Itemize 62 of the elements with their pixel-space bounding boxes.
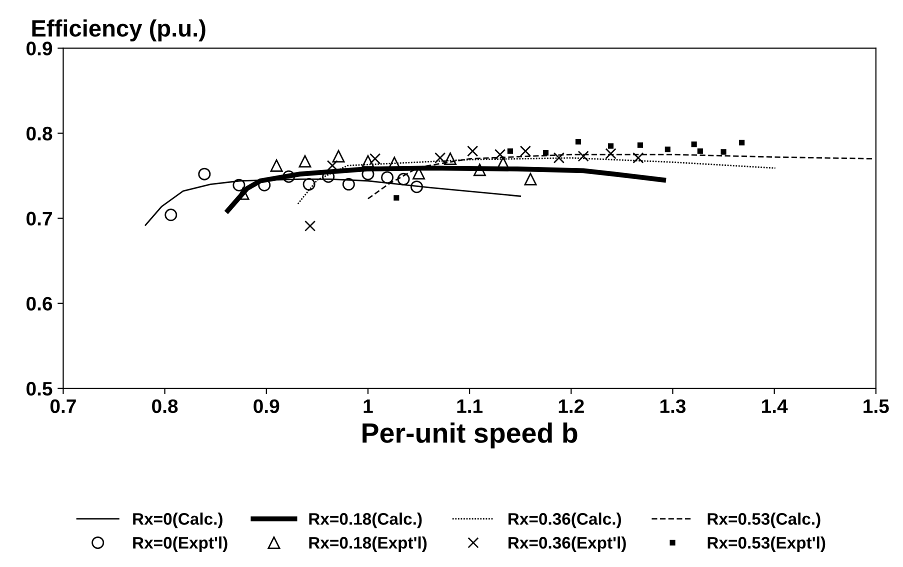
point bbox=[164, 208, 178, 222]
point bbox=[370, 153, 381, 164]
x-tick-label: 1 bbox=[364, 400, 373, 413]
point bbox=[467, 146, 478, 157]
y-tick-label: 0.7 bbox=[26, 212, 52, 226]
x-tick-label: 1.2 bbox=[558, 399, 584, 413]
point bbox=[444, 152, 457, 166]
point bbox=[362, 155, 374, 168]
point bbox=[198, 168, 211, 180]
x-axis-title: Per-unit speed b bbox=[362, 422, 578, 448]
x-tick-label: 0.7 bbox=[50, 399, 76, 414]
point bbox=[381, 171, 394, 184]
point bbox=[332, 150, 345, 162]
x-tick-label: 0.9 bbox=[254, 399, 280, 414]
x-tick-label: 1.4 bbox=[762, 400, 788, 413]
legend-label: Rx=0.53(Calc.) bbox=[708, 512, 820, 528]
point bbox=[507, 148, 513, 154]
point bbox=[282, 170, 295, 183]
point bbox=[578, 150, 589, 162]
legend-label: Rx=0(Expt'l) bbox=[133, 536, 228, 552]
point bbox=[434, 152, 446, 164]
x-tick-label: 0.8 bbox=[152, 399, 178, 414]
point bbox=[664, 146, 670, 152]
point bbox=[410, 180, 423, 194]
legend-label: Rx=0.18(Expt'l) bbox=[309, 536, 427, 552]
point bbox=[637, 142, 644, 148]
point bbox=[520, 146, 531, 157]
chart-title: Efficiency (p.u.) bbox=[32, 19, 206, 42]
point bbox=[739, 140, 745, 146]
legend-label: Rx=0(Calc.) bbox=[133, 512, 222, 528]
point bbox=[394, 195, 400, 201]
x-tick-label: 1.1 bbox=[457, 400, 483, 413]
y-tick-label: 0.6 bbox=[26, 296, 52, 311]
point bbox=[298, 155, 312, 168]
point bbox=[302, 178, 316, 191]
point bbox=[542, 150, 549, 156]
legend-label: Rx=0.18(Calc.) bbox=[309, 512, 422, 528]
point bbox=[232, 178, 246, 192]
legend-label: Rx=0.36(Expt'l) bbox=[508, 536, 626, 552]
point bbox=[575, 138, 582, 145]
point bbox=[720, 149, 726, 155]
point bbox=[553, 152, 565, 164]
point bbox=[473, 164, 486, 176]
point bbox=[326, 160, 338, 172]
x-tick-label: 1.3 bbox=[660, 399, 686, 414]
point bbox=[524, 172, 537, 186]
legend-label: Rx=0.53(Expt'l) bbox=[708, 536, 826, 552]
y-tick-label: 0.9 bbox=[26, 42, 52, 56]
point bbox=[342, 178, 355, 191]
point bbox=[304, 220, 316, 232]
point bbox=[697, 148, 703, 154]
point bbox=[605, 148, 616, 160]
point bbox=[397, 172, 410, 186]
y-tick-label: 0.5 bbox=[26, 382, 52, 396]
x-tick-label: 1.5 bbox=[864, 400, 889, 414]
point bbox=[270, 159, 283, 172]
legend-label: Rx=0.36(Calc.) bbox=[508, 512, 621, 528]
point bbox=[608, 143, 614, 149]
y-tick-label: 0.8 bbox=[26, 126, 52, 140]
point bbox=[691, 142, 697, 148]
point bbox=[632, 152, 644, 164]
point bbox=[494, 148, 506, 160]
